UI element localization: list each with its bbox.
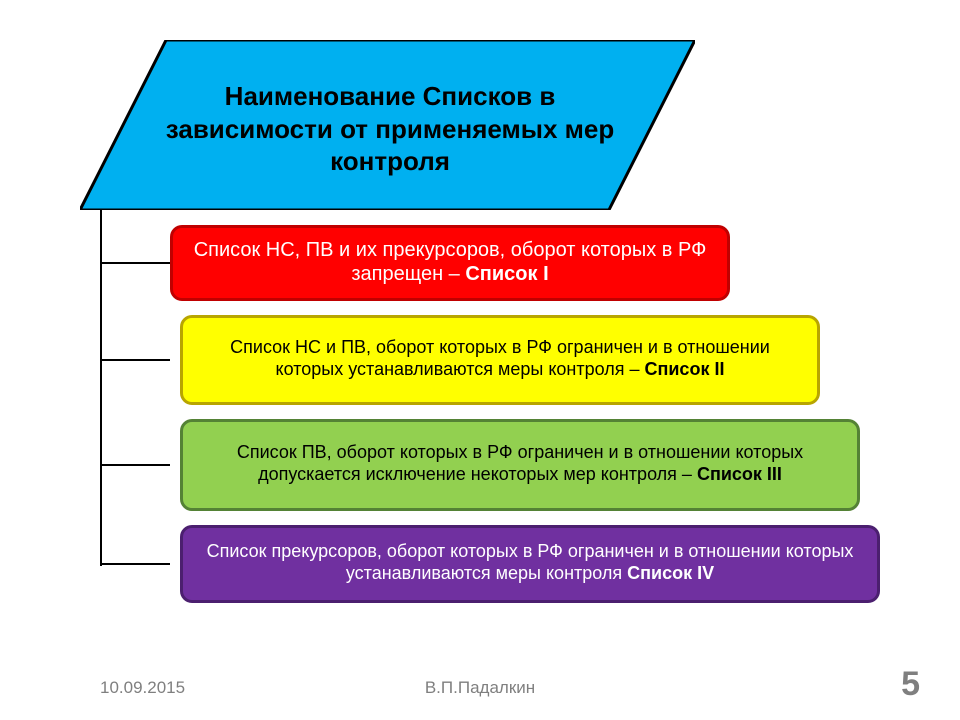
tree-tick-4 [100,563,170,565]
header-block: Наименование Списков в зависимости от пр… [80,40,695,210]
list-box-3: Список ПВ, оборот которых в РФ ограничен… [180,419,860,511]
header-title: Наименование Списков в зависимости от пр… [140,80,640,178]
footer-page-number: 5 [901,665,920,704]
list-box-bold: Список II [645,359,725,379]
list-box-bold: Список IV [627,563,714,583]
tree-tick-1 [100,262,170,264]
list-box-text: Список прекурсоров, оборот которых в РФ … [207,541,854,583]
list-box-4: Список прекурсоров, оборот которых в РФ … [180,525,880,603]
list-box-bold: Список III [697,464,782,484]
tree-tick-3 [100,464,170,466]
boxes-container: Список НС, ПВ и их прекурсоров, оборот к… [170,225,870,603]
footer: 10.09.2015 В.П.Падалкин 5 [0,668,960,698]
tree-tick-2 [100,359,170,361]
slide-stage: Наименование Списков в зависимости от пр… [0,0,960,720]
list-box-bold: Список I [465,263,548,285]
list-box-2: Список НС и ПВ, оборот которых в РФ огра… [180,315,820,405]
footer-author: В.П.Падалкин [0,678,960,698]
list-box-text: Список НС, ПВ и их прекурсоров, оборот к… [194,239,707,285]
list-box-1: Список НС, ПВ и их прекурсоров, оборот к… [170,225,730,301]
